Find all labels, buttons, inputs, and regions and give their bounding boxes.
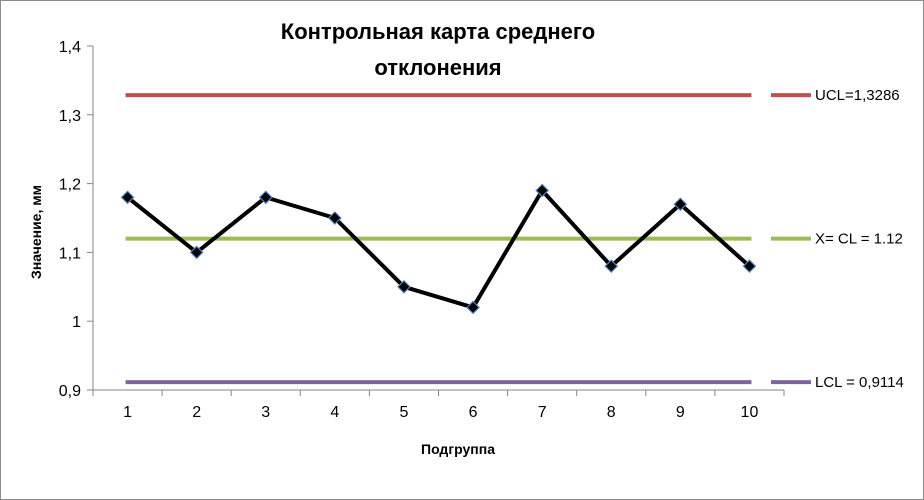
legend-label: X= CL = 1.12 — [815, 231, 903, 248]
x-tick-label: 7 — [538, 404, 547, 421]
x-axis-title: Подгруппа — [421, 441, 495, 457]
x-tick-label: 5 — [399, 404, 408, 421]
chart-title-line-1: Контрольная карта среднего — [281, 19, 595, 44]
data-point-marker — [673, 197, 688, 212]
x-tick-label: 3 — [261, 404, 270, 421]
x-tick-label: 10 — [741, 404, 759, 421]
x-tick-label: 4 — [330, 404, 339, 421]
x-tick-label: 1 — [123, 404, 132, 421]
y-tick-label: 1,4 — [59, 39, 81, 56]
y-tick-label: 1,3 — [59, 108, 81, 125]
y-axis-title: Значение, мм — [28, 185, 44, 279]
legend-label: LCL = 0,9114 — [815, 374, 904, 391]
data-point-marker — [189, 245, 204, 260]
y-tick-label: 0,9 — [59, 383, 81, 400]
reference-lines — [125, 93, 752, 385]
data-point-marker — [328, 211, 342, 225]
data-point-marker — [258, 190, 273, 205]
x-tick-label: 9 — [676, 404, 685, 421]
x-tick-label: 2 — [192, 404, 201, 421]
y-tick-label: 1,2 — [59, 177, 81, 194]
data-point-marker — [397, 279, 411, 294]
y-tick-label: 1 — [72, 314, 81, 331]
y-tick-label: 1,1 — [59, 245, 81, 262]
series-line — [126, 188, 751, 310]
axes: 0,9 1 1,1 1,2 1,3 1,4 1 2 3 4 5 6 7 8 9 10 — [59, 39, 785, 421]
data-point-marker — [466, 300, 480, 315]
legend-label: UCL=1,3286 — [815, 87, 900, 104]
data-point-marker — [742, 259, 757, 274]
x-tick-label: 6 — [469, 404, 478, 421]
data-series — [120, 183, 757, 315]
data-point-marker — [120, 190, 135, 205]
x-tick-label: 8 — [607, 404, 616, 421]
chart-title-line-2: отклонения — [374, 55, 501, 80]
data-point-marker — [604, 259, 619, 274]
chart-title: Контрольная карта среднего отклонения — [281, 19, 595, 80]
data-point-marker — [535, 183, 549, 198]
legend: UCL=1,3286 X= CL = 1.12 LCL = 0,9114 — [771, 87, 904, 391]
